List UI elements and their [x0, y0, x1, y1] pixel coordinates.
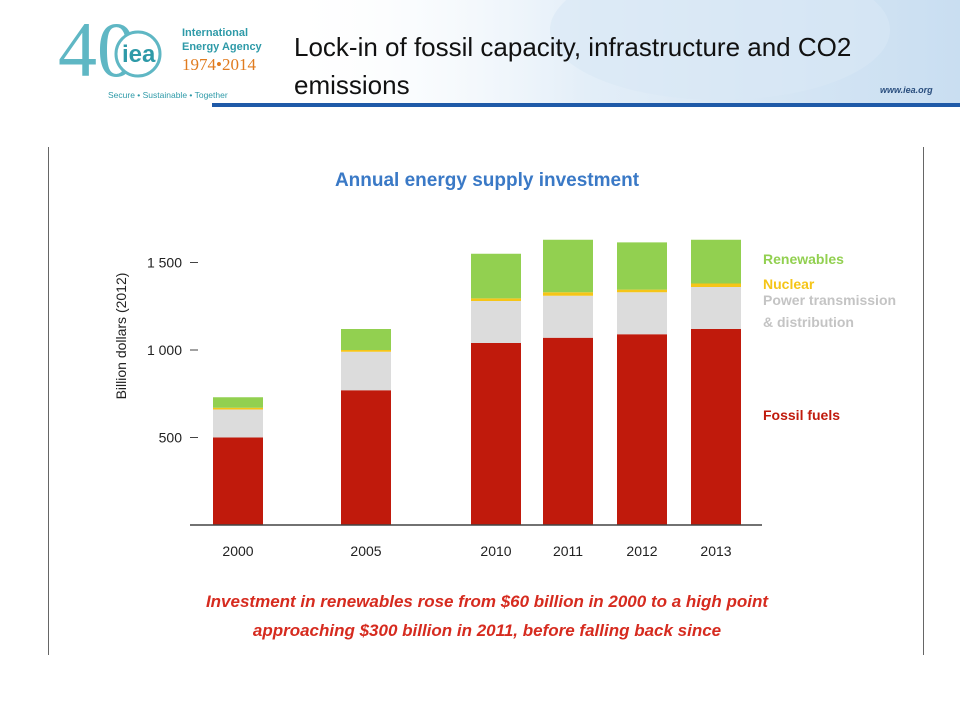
bar-renewables-2010	[471, 253, 521, 299]
slide-title: Lock-in of fossil capacity, infrastructu…	[294, 32, 852, 100]
frame-right-line	[923, 147, 924, 655]
x-tick-label-2011: 2011	[553, 543, 583, 559]
x-tick-label-2000: 2000	[222, 543, 253, 559]
bar-nuclear-2013	[691, 283, 741, 287]
logo-tagline: Secure • Sustainable • Together	[108, 90, 228, 100]
bar-fossil-2012	[617, 334, 667, 525]
bar-fossil-2011	[543, 337, 593, 525]
caption-line-2: approaching $300 billion in 2011, before…	[253, 621, 721, 640]
x-axis-labels: 2000 2005 2010 2011 2012 2013	[222, 543, 731, 559]
caption-line-1: Investment in renewables rose from $60 b…	[206, 592, 769, 611]
bar-renewables-2012	[617, 242, 667, 290]
bar-power-2013	[691, 287, 741, 329]
x-tick-label-2013: 2013	[700, 543, 731, 559]
bar-power-2010	[471, 301, 521, 343]
y-tick-label-1500: 1 500	[147, 255, 182, 271]
bar-renewables-2011	[543, 239, 593, 293]
chart-caption: Investment in renewables rose from $60 b…	[206, 592, 769, 640]
bar-power-2012	[617, 292, 667, 335]
bar-nuclear-2010	[471, 298, 521, 301]
slide-header: 40 iea International Energy Agency 1974•…	[0, 0, 960, 112]
legend-nuclear: Nuclear	[763, 276, 815, 292]
site-url: www.iea.org	[880, 85, 933, 95]
x-tick-label-2005: 2005	[350, 543, 381, 559]
y-axis-label: Billion dollars (2012)	[113, 273, 129, 400]
bars	[213, 239, 741, 525]
chart-title: Annual energy supply investment	[335, 170, 640, 191]
bar-fossil-2000	[213, 437, 263, 525]
bar-renewables-2013	[691, 239, 741, 284]
logo-org-line1: International	[182, 27, 248, 39]
y-tick-label-1000: 1 000	[147, 342, 182, 358]
header-background	[212, 0, 960, 107]
iea-logo: 40 iea International Energy Agency 1974•…	[58, 6, 263, 100]
bar-nuclear-2012	[617, 289, 667, 293]
logo-years: 1974•2014	[182, 55, 256, 74]
bar-nuclear-2005	[341, 350, 391, 352]
legend-fossil: Fossil fuels	[763, 407, 840, 423]
bar-fossil-2013	[691, 329, 741, 525]
y-tick-label-500: 500	[159, 430, 183, 446]
legend-power-line2: & distribution	[763, 314, 854, 330]
bar-power-2011	[543, 295, 593, 338]
frame-left-line	[48, 147, 49, 655]
x-tick-label-2012: 2012	[626, 543, 657, 559]
header-rule	[212, 103, 960, 107]
bar-power-2000	[213, 409, 263, 438]
bar-renewables-2000	[213, 397, 263, 408]
legend-power: Power transmission	[763, 292, 896, 308]
bar-renewables-2005	[341, 329, 391, 350]
logo-name: iea	[122, 41, 156, 68]
legend-renewables: Renewables	[763, 251, 844, 267]
x-tick-label-2010: 2010	[480, 543, 511, 559]
bar-nuclear-2011	[543, 292, 593, 296]
bar-nuclear-2000	[213, 407, 263, 410]
bar-power-2005	[341, 351, 391, 391]
header-globe-shape	[550, 0, 890, 100]
y-axis-ticks: 500 1 000 1 500	[147, 255, 198, 446]
bar-fossil-2010	[471, 343, 521, 525]
logo-org-line2: Energy Agency	[182, 41, 263, 53]
bar-fossil-2005	[341, 390, 391, 525]
logo-circle	[114, 30, 162, 78]
